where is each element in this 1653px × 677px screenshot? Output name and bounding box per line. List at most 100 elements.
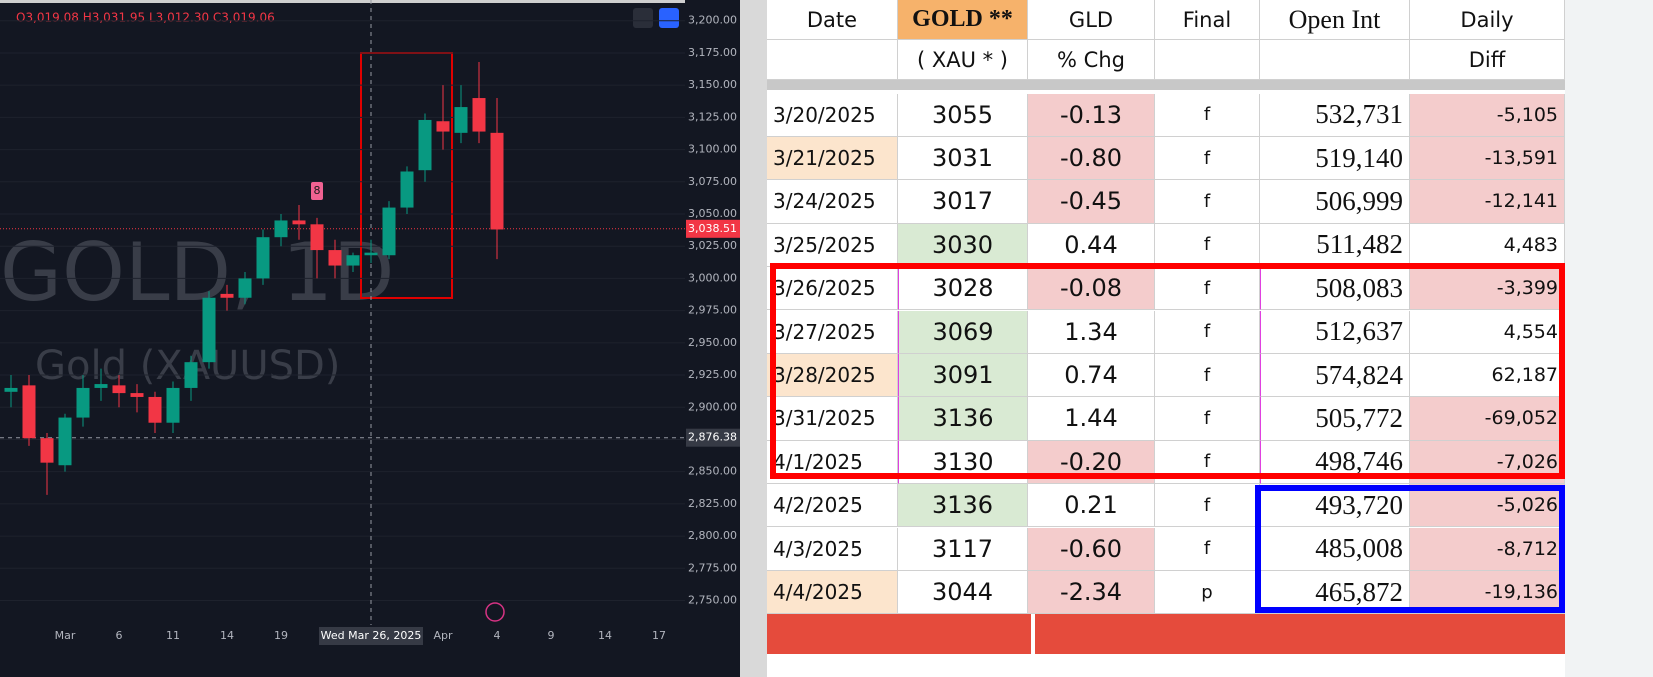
y-tick-label: 3,100.00 — [688, 143, 737, 156]
cell: -3,399 — [1410, 267, 1565, 311]
cell: -13,591 — [1410, 136, 1565, 181]
cell: 3017 — [898, 180, 1028, 224]
candle-body — [238, 278, 252, 298]
cell: f — [1155, 310, 1260, 354]
candle-body — [310, 224, 324, 251]
candle-body — [400, 171, 414, 208]
cell: -8,712 — [1410, 527, 1565, 571]
cell: 4/4/2025 — [767, 570, 898, 615]
ohlc-header: O3,019.08 H3,031.95 L3,012.30 C3,019.06 — [16, 11, 275, 25]
candle-body — [418, 119, 432, 171]
x-tick-label: Apr — [433, 629, 453, 642]
cell: 574,824 — [1260, 353, 1410, 398]
cell: -12,141 — [1410, 180, 1565, 224]
cell: 3/26/2025 — [767, 267, 898, 311]
x-tick-label: 4 — [494, 629, 501, 642]
candle-body — [166, 387, 180, 423]
candle-body — [58, 417, 72, 466]
cell: -2.34 — [1028, 570, 1155, 615]
header-cell: Open Int — [1260, 0, 1410, 40]
icon — [485, 602, 505, 622]
cell: 3055 — [898, 93, 1028, 137]
cell: 3044 — [898, 570, 1028, 615]
subheader-cell: Diff — [1410, 40, 1565, 80]
y-tick-label: 2,950.00 — [688, 336, 737, 349]
cell: f — [1155, 223, 1260, 268]
candle-body — [292, 220, 306, 225]
x-tick-label: 11 — [166, 629, 180, 642]
cell: -0.08 — [1028, 267, 1155, 311]
cell: 506,999 — [1260, 180, 1410, 224]
cell: 511,482 — [1260, 223, 1410, 268]
y-tick-label: 2,825.00 — [688, 497, 737, 510]
cell: 493,720 — [1260, 484, 1410, 528]
cell: 3028 — [898, 267, 1028, 311]
top-bar — [0, 0, 740, 3]
button[interactable] — [633, 8, 653, 28]
cell: 4,483 — [1410, 223, 1565, 268]
cell: f — [1155, 527, 1260, 571]
cell: f — [1155, 484, 1260, 528]
y-tick-label: 2,975.00 — [688, 304, 737, 317]
y-tick-label: 3,075.00 — [688, 175, 737, 188]
candle-body — [148, 396, 162, 423]
marker-bg — [311, 182, 323, 200]
y-tick-label: 3,025.00 — [688, 239, 737, 252]
y-tick-label: 2,800.00 — [688, 529, 737, 542]
candle-body — [40, 438, 54, 463]
cell: 3/31/2025 — [767, 397, 898, 441]
candle-body — [220, 293, 234, 298]
header-cell: GLD — [1028, 0, 1155, 40]
cell: 3031 — [898, 136, 1028, 181]
table: Date GOLD **( XAU * ) GLD% Chg Final Open In… — [767, 0, 1653, 677]
cell: 1.34 — [1028, 310, 1155, 354]
candle-body — [436, 121, 450, 132]
subheader-cell: % Chg — [1028, 40, 1155, 80]
header-cell: Final — [1155, 0, 1260, 40]
x-tick-label: 14 — [220, 629, 234, 642]
cell: 512,637 — [1260, 310, 1410, 354]
x-tick-label: 17 — [652, 629, 666, 642]
cell: 519,140 — [1260, 136, 1410, 181]
y-tick-label: 3,150.00 — [688, 78, 737, 91]
chart: GOLD, 1D Gold (XAUUSD) O3,019.08 H3,031.… — [0, 0, 767, 677]
candle-body — [346, 255, 360, 266]
blue-box — [1255, 485, 1565, 613]
candle-body — [364, 252, 378, 256]
chart-bg — [0, 0, 740, 677]
candle-body — [274, 220, 288, 238]
cell: 4/2/2025 — [767, 484, 898, 528]
cell: 1.44 — [1028, 397, 1155, 441]
cell: f — [1155, 180, 1260, 224]
candle-body — [472, 98, 486, 132]
x-tick-label: 14 — [598, 629, 612, 642]
y-tick-label: 2,750.00 — [688, 594, 737, 607]
y-tick-label: 2,900.00 — [688, 400, 737, 413]
cell: 3/21/2025 — [767, 136, 898, 181]
cell: f — [1155, 136, 1260, 181]
candle-body — [490, 132, 504, 230]
divider — [740, 0, 767, 677]
header-cell: Daily — [1410, 0, 1565, 40]
marker: 8 — [314, 184, 321, 197]
separator — [767, 80, 1565, 90]
x-tick-label: 19 — [274, 629, 288, 642]
candle-body — [130, 393, 144, 397]
y-tick-label: 3,125.00 — [688, 110, 737, 123]
candle-body — [454, 107, 468, 133]
header-cell: GOLD ** — [898, 0, 1028, 40]
footer-bar — [767, 614, 1565, 655]
cell: 3/25/2025 — [767, 223, 898, 268]
button[interactable] — [659, 8, 679, 28]
cell: 0.21 — [1028, 484, 1155, 528]
candle-body — [76, 387, 90, 418]
last-price: 3,038.51 — [688, 222, 737, 235]
cell: 0.74 — [1028, 353, 1155, 398]
cell: f — [1155, 267, 1260, 311]
cell: f — [1155, 93, 1260, 137]
candle-body — [22, 385, 36, 439]
cell: f — [1155, 353, 1260, 398]
gap — [1031, 614, 1035, 655]
cell: 3091 — [898, 353, 1028, 398]
